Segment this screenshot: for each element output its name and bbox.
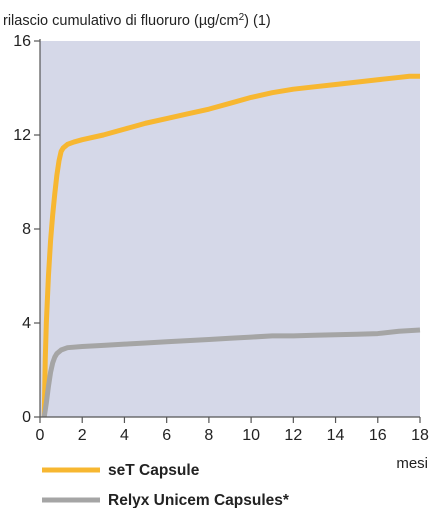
x-axis-label: mesi <box>396 455 428 472</box>
series-line-0 <box>41 73 420 418</box>
legend: seT Capsule Relyx Unicem Capsules* <box>42 462 290 508</box>
x-tick-label: 16 <box>369 427 387 444</box>
y-tick-label: 12 <box>13 127 31 144</box>
x-tick-label: 18 <box>411 427 429 444</box>
x-tick-label: 4 <box>120 427 129 444</box>
ticks-layer: 0 4 8 12 16 0 2 4 6 8 10 12 14 16 18 <box>13 33 429 444</box>
x-tick-label: 2 <box>78 427 87 444</box>
x-tick-label: 10 <box>242 427 260 444</box>
x-tick-label: 0 <box>36 427 45 444</box>
legend-label: Relyx Unicem Capsules* <box>108 492 290 508</box>
y-tick-label: 4 <box>22 315 31 332</box>
y-axis-label: rilascio cumulativo di fluoruro (µg/cm2)… <box>3 12 271 29</box>
y-tick-label: 0 <box>22 409 31 426</box>
axes-layer <box>39 39 420 418</box>
y-tick-label: 16 <box>13 33 31 50</box>
legend-label: seT Capsule <box>108 462 200 479</box>
x-tick-label: 8 <box>204 427 213 444</box>
plot-area <box>40 41 420 417</box>
series-line-1 <box>41 327 421 418</box>
x-tick-label: 6 <box>162 427 171 444</box>
x-tick-label: 12 <box>284 427 302 444</box>
y-tick-label: 8 <box>22 221 31 238</box>
series-layer <box>41 73 421 418</box>
x-tick-label: 14 <box>327 427 345 444</box>
